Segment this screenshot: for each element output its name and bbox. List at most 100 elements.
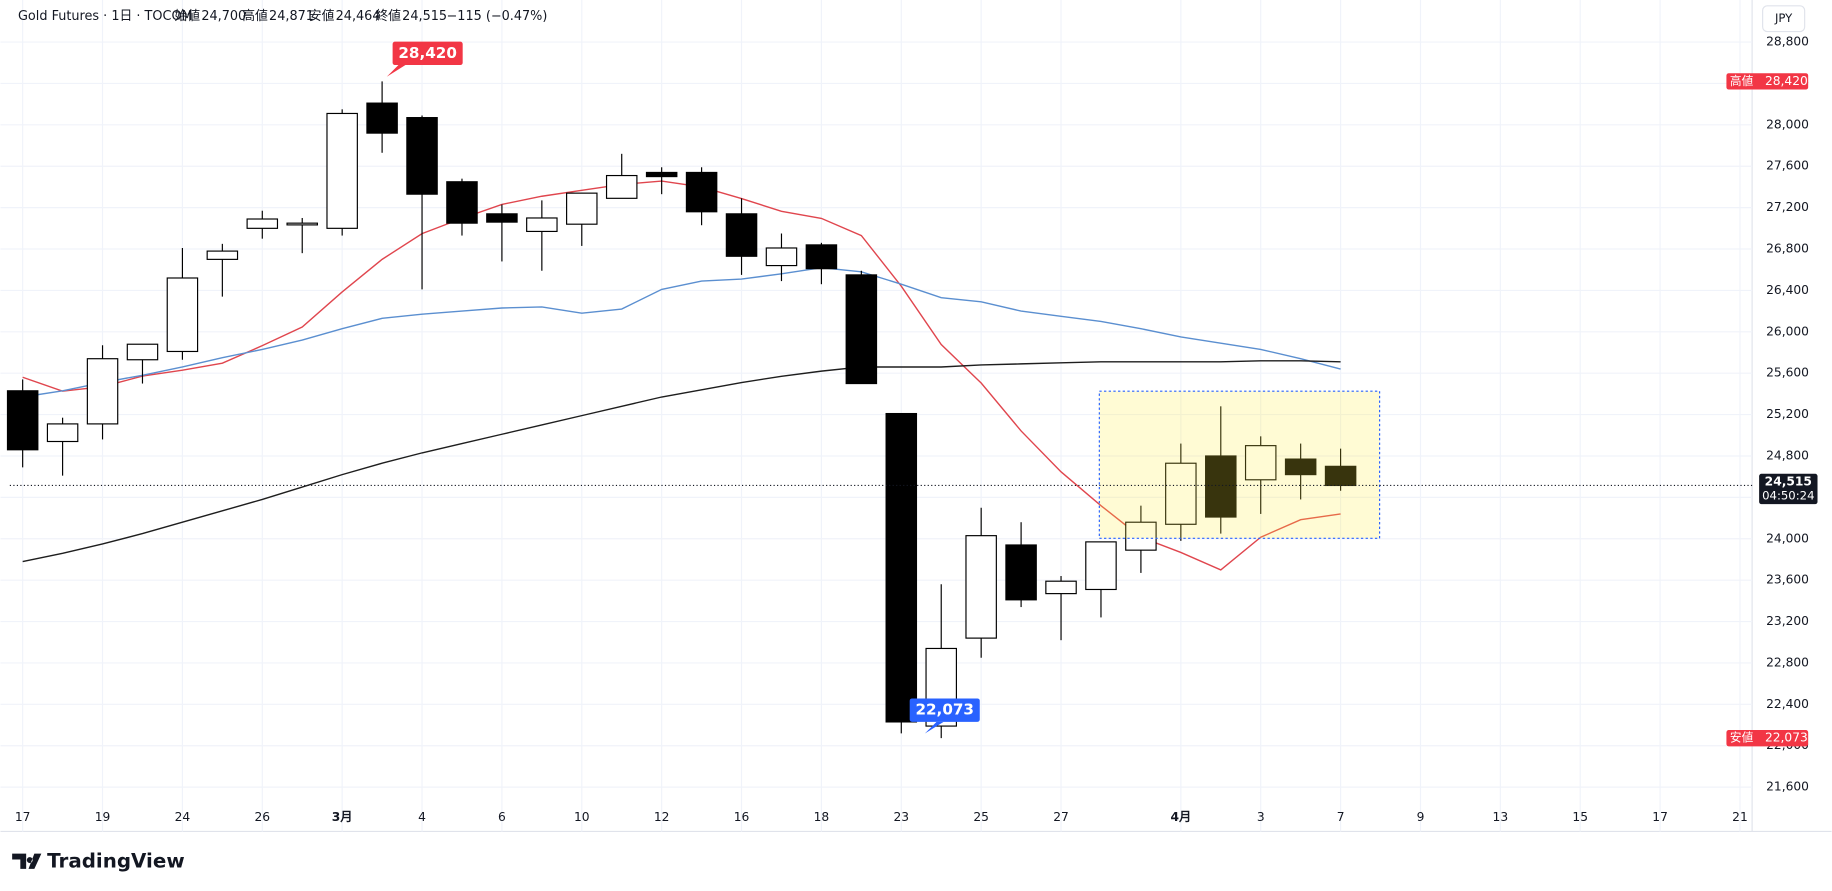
candle-body [805,244,838,270]
x-tick-label: 24 [175,810,191,824]
open-value: 24,700 [201,9,246,24]
axis-marker-label: 22,073 [1765,731,1808,745]
currency[interactable]: JPY [1774,11,1793,25]
candle-body [206,250,239,260]
callout-label: 22,073 [915,701,974,719]
candle-body [1165,462,1197,525]
x-tick-label: 4 [418,810,426,824]
x-tick-label: 3 [1257,810,1265,824]
close-value: 24,515 [402,9,447,24]
y-tick-label: 27,600 [1766,159,1809,173]
moving-average [22,180,1341,571]
candle-body [366,102,398,134]
candle-body [1045,580,1077,595]
candle-body [1005,544,1037,601]
x-tick-label: 23 [893,810,909,824]
y-tick-label: 26,000 [1766,324,1809,338]
candle-body [725,213,758,257]
plot [6,81,1357,739]
low-label: 安値 [309,8,335,24]
y-tick-label: 24,000 [1766,531,1809,545]
candle-body [765,247,798,267]
last-price-label: 24,515 [1765,474,1812,488]
candle-body [406,117,438,195]
moving-average [22,360,1341,563]
y-tick-label: 23,200 [1766,614,1809,628]
y-tick-label: 26,400 [1766,283,1809,297]
x-tick-label: 19 [95,810,111,824]
candle-body [326,112,358,229]
x-tick-label: 4月 [1170,810,1191,824]
candle-body [885,412,918,723]
high-value: 24,871 [269,9,314,24]
candle-body [246,218,279,229]
currency-button[interactable] [1762,5,1806,33]
axis-marker-label: 28,420 [1765,74,1808,88]
x-tick-label: 26 [254,810,270,824]
y-tick-label: 26,800 [1766,242,1809,256]
y-tick-label: 22,800 [1766,655,1809,669]
highlight-box[interactable] [1098,390,1381,539]
y-tick-label: 28,800 [1766,35,1809,49]
x-tick-label: 3月 [332,810,353,824]
x-tick-label: 17 [15,810,31,824]
x-tick-label: 21 [1732,810,1748,824]
open-label: 始値 [174,8,200,24]
x-tick-label: 10 [574,810,590,824]
candle-body [286,222,318,226]
axis-marker-box [1726,73,1809,90]
close-label: 終値 [375,8,401,24]
candle-body [526,217,558,233]
high-label: 高値 [242,8,268,24]
y-tick-label: 21,600 [1766,780,1809,794]
x-tick-label: 13 [1493,810,1509,824]
last-price-box [1759,473,1818,505]
y-tick-label: 25,600 [1766,366,1809,380]
y-tick-label: 27,200 [1766,200,1809,214]
x-tick-label: 25 [973,810,989,824]
axis-marker-box [1726,730,1809,747]
callout-label: 28,420 [398,44,457,62]
candle-body [1125,521,1157,551]
candle-body [1244,445,1277,481]
countdown: 04:50:24 [1762,488,1814,502]
change: −115 (−0.47%) [447,9,548,24]
axis-marker-tag: 安値 [1730,731,1754,745]
candle-body [446,181,478,224]
overlay: 21,60022,00022,40022,80023,20023,60024,0… [9,35,1818,824]
candle-body [645,171,678,178]
candle-body [1085,541,1117,591]
x-tick-label: 27 [1053,810,1069,824]
candle-body [566,192,598,225]
candle-body [1205,455,1237,518]
x-tick-label: 17 [1652,810,1668,824]
candle-body [126,343,159,361]
low-value: 24,464 [336,9,381,24]
y-tick-label: 23,600 [1766,573,1809,587]
logo-icon [12,853,42,869]
y-tick-label: 22,400 [1766,697,1809,711]
callout-box [909,698,980,722]
x-tick-label: 15 [1572,810,1588,824]
candle-body [1324,465,1357,487]
candle-body [685,171,718,213]
x-tick-label: 16 [734,810,750,824]
candle-body [1284,458,1317,476]
callout-pointer [386,65,406,77]
y-tick-label: 25,200 [1766,407,1809,421]
candle-body [605,174,638,199]
logo-text: TradingView [47,849,184,872]
candle-body [486,213,518,223]
candle-body [46,423,79,443]
symbol: Gold Futures · 1日 · TOCOM [18,9,193,24]
y-tick-label: 24,800 [1766,448,1809,462]
candle-body [6,390,39,451]
candle-body [166,277,199,353]
moving-average [22,266,1341,398]
x-tick-label: 18 [814,810,830,824]
x-tick-label: 6 [498,810,506,824]
x-tick-label: 9 [1417,810,1425,824]
candle-body [86,358,119,425]
x-tick-label: 12 [654,810,670,824]
